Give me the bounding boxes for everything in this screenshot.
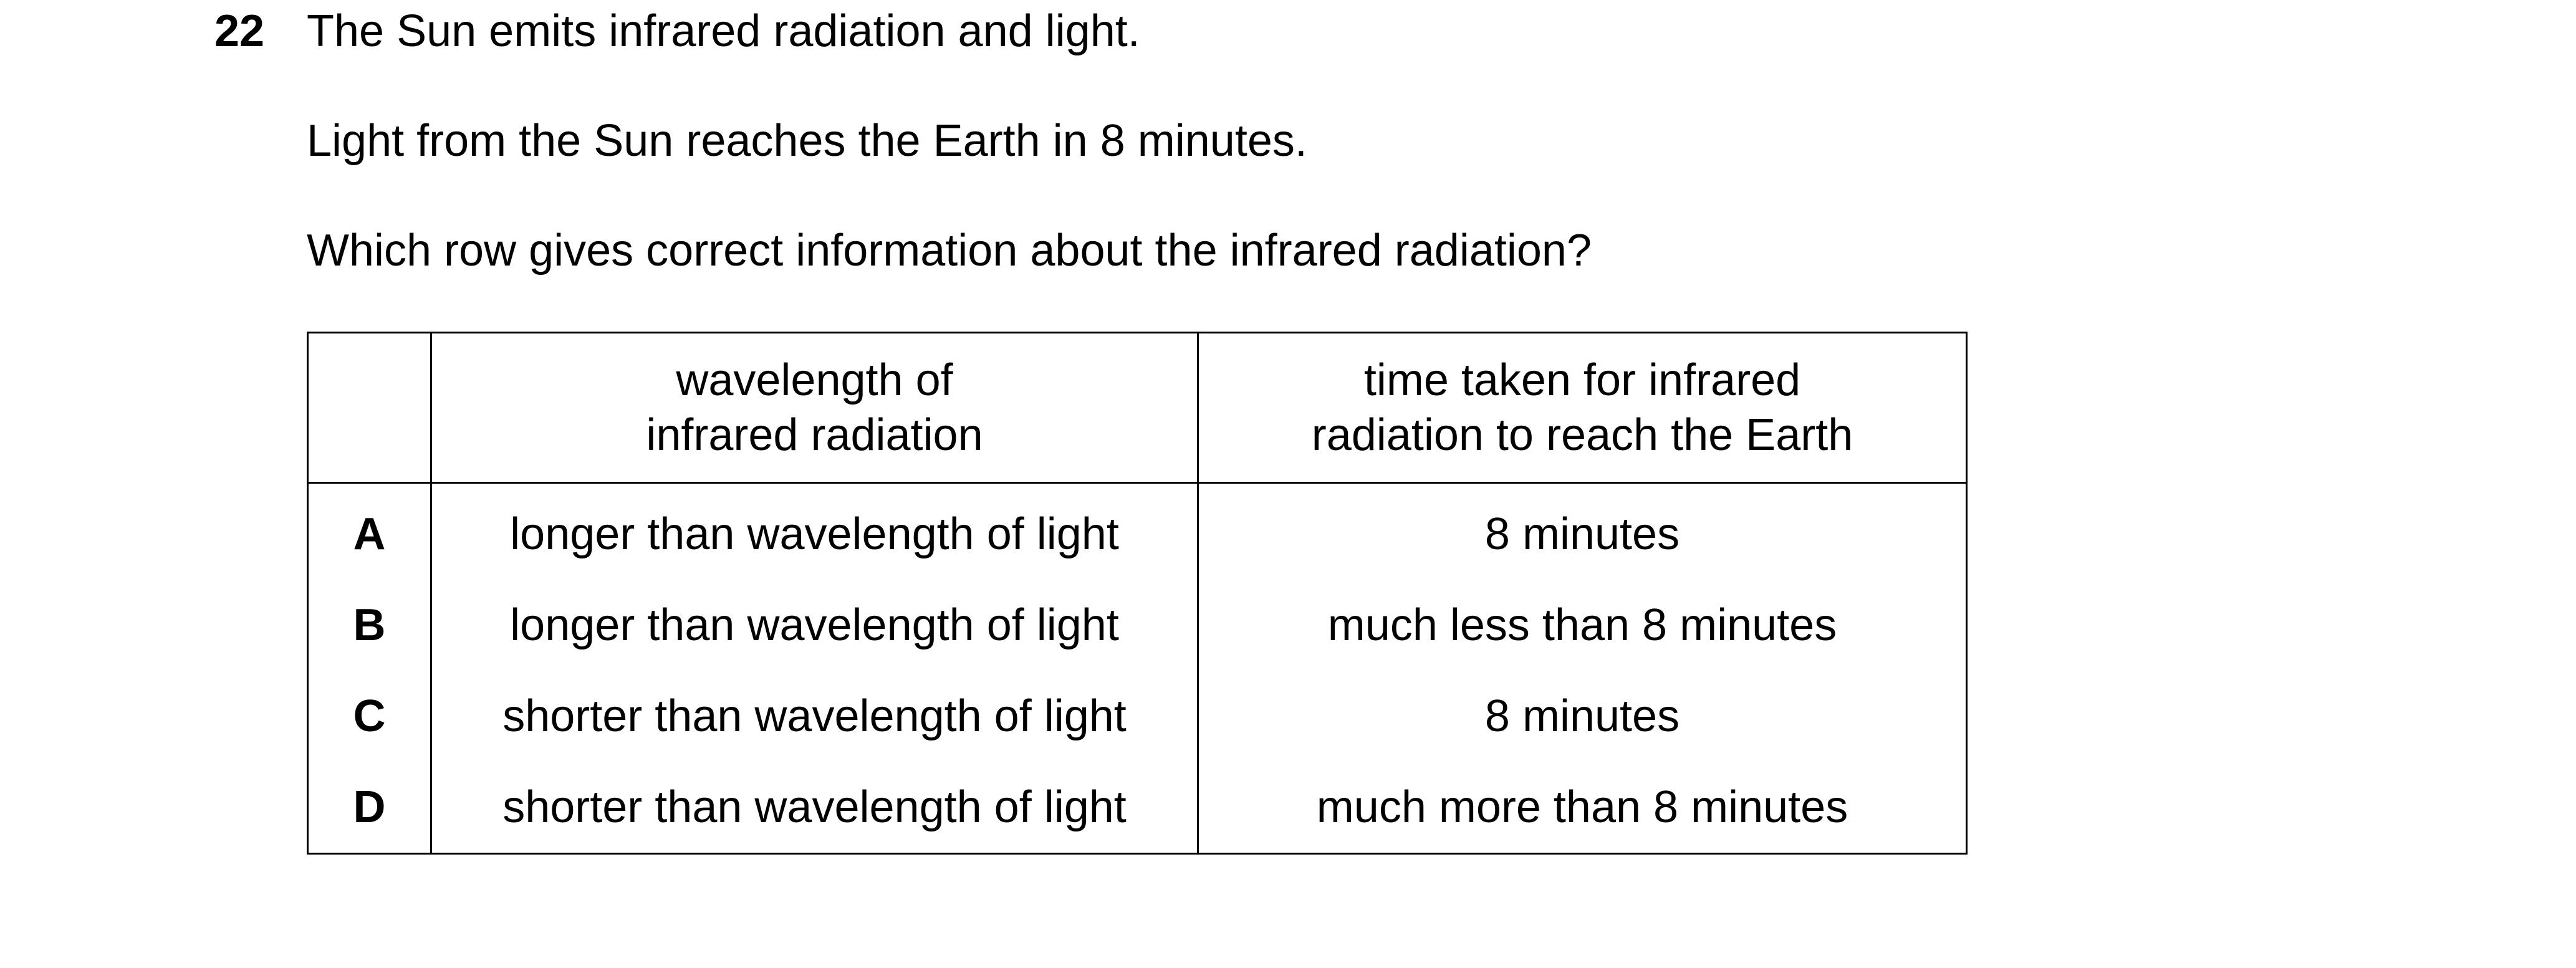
option-letter: C <box>307 671 432 762</box>
option-wavelength: shorter than wavelength of light <box>430 671 1199 762</box>
option-wavelength: longer than wavelength of light <box>430 482 1199 580</box>
header-letter-cell <box>307 332 432 484</box>
option-letter: B <box>307 580 432 671</box>
option-row-c[interactable]: C shorter than wavelength of light 8 min… <box>307 671 1968 762</box>
option-letter: A <box>307 482 432 580</box>
table-header-row: wavelength of infrared radiation time ta… <box>307 332 1968 484</box>
option-time: much more than 8 minutes <box>1197 762 1968 855</box>
question-fact: Light from the Sun reaches the Earth in … <box>307 116 1307 166</box>
option-time: much less than 8 minutes <box>1197 580 1968 671</box>
option-letter: D <box>307 762 432 855</box>
question-number: 22 <box>214 6 265 56</box>
header-wavelength-line1: wavelength of <box>676 355 953 405</box>
header-wavelength-line2: infrared radiation <box>646 410 983 460</box>
option-time: 8 minutes <box>1197 671 1968 762</box>
option-row-a[interactable]: A longer than wavelength of light 8 minu… <box>307 482 1968 580</box>
header-time-line2: radiation to reach the Earth <box>1311 410 1853 460</box>
header-time: time taken for infrared radiation to rea… <box>1197 332 1968 484</box>
header-time-line1: time taken for infrared <box>1363 355 1801 405</box>
option-row-b[interactable]: B longer than wavelength of light much l… <box>307 580 1968 671</box>
option-wavelength: longer than wavelength of light <box>430 580 1199 671</box>
answer-options-table: wavelength of infrared radiation time ta… <box>307 332 1968 855</box>
question-statement: The Sun emits infrared radiation and lig… <box>307 6 1140 56</box>
option-wavelength: shorter than wavelength of light <box>430 762 1199 855</box>
question-prompt: Which row gives correct information abou… <box>307 226 1592 276</box>
option-row-d[interactable]: D shorter than wavelength of light much … <box>307 762 1968 855</box>
option-time: 8 minutes <box>1197 482 1968 580</box>
header-wavelength: wavelength of infrared radiation <box>430 332 1199 484</box>
